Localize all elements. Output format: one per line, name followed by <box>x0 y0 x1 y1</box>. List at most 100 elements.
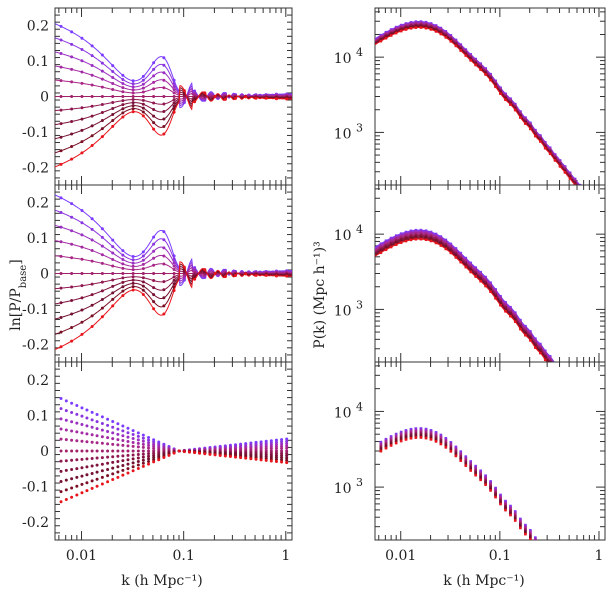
ratio-point <box>136 456 140 460</box>
spectrum-point <box>589 199 592 202</box>
ratio-point <box>141 95 145 98</box>
right-panel-3-y-tick-label: 10 3 <box>334 476 363 497</box>
spectrum-point <box>584 403 587 406</box>
spectrum-point <box>384 446 388 450</box>
ratio-point <box>152 242 156 246</box>
spectrum-point <box>469 469 473 472</box>
ratio-point <box>111 449 115 453</box>
ratio-point <box>152 446 156 450</box>
ratio-point <box>121 99 125 103</box>
spectrum-point <box>564 378 567 381</box>
ratio-point <box>70 145 74 149</box>
spectrum-point <box>569 385 572 388</box>
ratio-point <box>131 110 135 114</box>
ratio-point <box>90 418 94 422</box>
ratio-point <box>147 443 151 447</box>
ratio-point <box>116 460 120 464</box>
ratio-point <box>172 278 176 282</box>
ratio-point <box>111 460 115 464</box>
ratio-point <box>285 461 289 465</box>
ratio-point <box>141 445 145 449</box>
spectrum-point <box>584 408 587 411</box>
right-panel-2-frame <box>374 184 606 363</box>
spectrum-curve <box>375 236 550 362</box>
spectrum-point <box>449 40 453 43</box>
ratio-point <box>152 114 156 118</box>
spectrum-point <box>599 423 602 426</box>
ratio-point <box>70 157 74 161</box>
spectrum-point <box>599 212 602 215</box>
ratio-point <box>70 107 74 111</box>
spectrum-curve <box>375 230 555 362</box>
ratio-point <box>136 449 140 453</box>
ratio-point <box>152 67 156 71</box>
ratio-point <box>131 285 135 289</box>
spectrum-point <box>564 383 567 386</box>
right-panel-2-y-tick-label: 10 3 <box>334 298 363 319</box>
ratio-point <box>111 297 115 301</box>
ratio-point <box>85 432 89 436</box>
ratio-point <box>121 434 125 438</box>
right-panel-3-series <box>379 427 537 540</box>
ratio-point <box>285 458 289 462</box>
ratio-point <box>162 246 166 250</box>
ratio-point <box>280 440 284 444</box>
ratio-point <box>239 456 243 460</box>
ratio-point <box>70 55 74 59</box>
ratio-point <box>64 409 68 413</box>
ratio-point <box>141 276 145 280</box>
ratio-point <box>141 461 145 465</box>
spectrum-point <box>569 387 572 390</box>
ratio-point <box>141 464 145 468</box>
spectrum-point <box>579 395 582 398</box>
ratio-point <box>80 59 84 63</box>
ratio-point <box>70 420 74 424</box>
ratio-point <box>121 107 125 111</box>
ratio-point <box>85 489 89 493</box>
spectrum-point <box>554 368 557 371</box>
spectrum-point <box>569 382 572 385</box>
spectrum-point <box>569 383 572 386</box>
left-x-tick-label: 0.1 <box>173 548 195 564</box>
spectrum-point <box>584 194 587 197</box>
spectrum-point <box>579 186 582 189</box>
spectrum-point <box>454 256 458 259</box>
ratio-point <box>218 453 222 457</box>
ratio-point <box>80 140 84 144</box>
spectrum-point <box>494 297 497 300</box>
ratio-point <box>70 202 74 206</box>
ratio-point <box>182 450 186 454</box>
ratio-point <box>100 428 104 432</box>
ratio-point <box>141 254 145 258</box>
ratio-point <box>131 461 135 465</box>
spectrum-point <box>574 392 577 395</box>
ratio-point <box>111 70 115 74</box>
right-panel-1-y-tick-exponent: 4 <box>356 46 363 59</box>
ratio-point <box>100 53 104 57</box>
ratio-point <box>152 127 156 131</box>
spectrum-point <box>553 159 557 162</box>
right-panel-3-y-tick-base: 10 <box>334 405 356 421</box>
ratio-point <box>141 280 145 284</box>
ratio-point <box>223 275 227 279</box>
ratio-point <box>280 458 284 462</box>
spectrum-point <box>594 207 597 210</box>
ratio-point <box>59 135 63 139</box>
ratio-point <box>95 449 99 453</box>
ratio-point <box>274 455 278 459</box>
ratio-point <box>141 90 145 94</box>
ratio-point <box>141 110 145 114</box>
spectrum-point <box>579 392 582 395</box>
spectrum-point <box>564 381 567 384</box>
ratio-point <box>121 449 125 453</box>
ratio-point <box>152 95 156 98</box>
spectrum-point <box>404 239 408 243</box>
ratio-point <box>70 449 74 453</box>
ratio-point <box>70 256 74 260</box>
left-panel-2-y-tick-label: 0.1 <box>27 231 49 247</box>
ratio-point <box>121 249 125 253</box>
ratio-point <box>85 473 89 477</box>
spectrum-point <box>584 192 587 195</box>
left-panel-2-y-tick-label: -0.1 <box>22 302 49 318</box>
spectrum-point <box>399 29 403 33</box>
